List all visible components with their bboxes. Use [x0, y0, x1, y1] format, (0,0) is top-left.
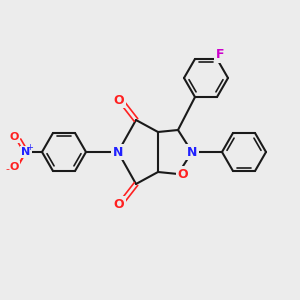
Text: O: O: [114, 197, 124, 211]
Text: O: O: [114, 94, 124, 106]
Text: -: -: [5, 164, 9, 174]
Text: F: F: [216, 48, 224, 62]
Text: N: N: [187, 146, 197, 158]
Text: O: O: [9, 132, 19, 142]
Text: N: N: [113, 146, 123, 158]
Text: O: O: [9, 162, 19, 172]
Text: N: N: [21, 147, 31, 157]
Text: +: +: [27, 142, 33, 152]
Text: O: O: [178, 167, 188, 181]
